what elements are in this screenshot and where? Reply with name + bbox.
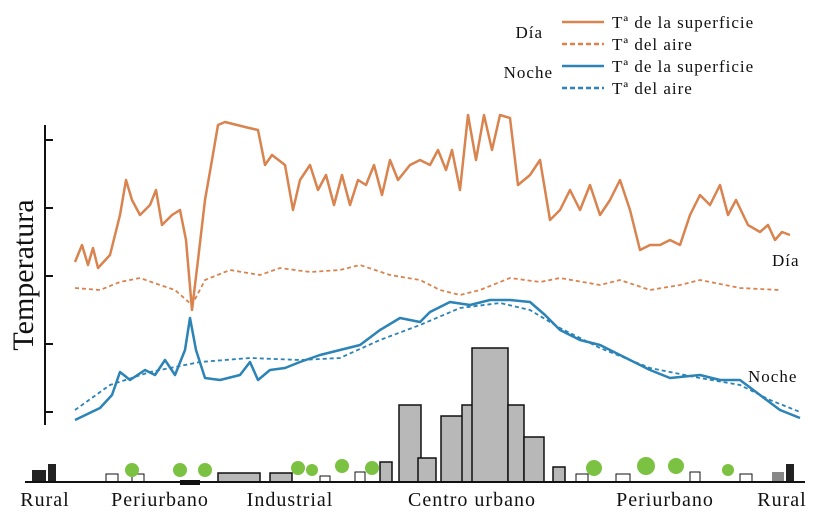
legend: Día Tª de la superficie Tª del aire Noch… <box>504 13 755 98</box>
zone-label: Periurbano <box>111 489 209 511</box>
zone-label: Rural <box>20 489 69 511</box>
legend-entry: Tª del aire <box>612 35 693 54</box>
y-axis-label: Temperatura <box>7 199 40 350</box>
legend-entry: Tª de la superficie <box>612 57 754 76</box>
zone-label: Periurbano <box>616 489 714 511</box>
curve-label-night: Noche <box>748 367 797 386</box>
day-air-curve <box>75 265 780 305</box>
legend-entry: Tª de la superficie <box>612 13 754 32</box>
legend-night-label: Noche <box>504 63 553 82</box>
curve-label-day: Día <box>772 251 800 270</box>
zone-label: Centro urbano <box>408 489 536 511</box>
diagram: Día Tª de la superficie Tª del aire Noch… <box>0 0 822 513</box>
zone-label: Rural <box>757 489 806 511</box>
landscape <box>25 348 805 485</box>
day-surface-curve <box>75 115 790 310</box>
zone-label: Industrial <box>247 489 334 511</box>
axis <box>45 125 53 425</box>
night-air-curve <box>75 303 800 412</box>
legend-day-label: Día <box>515 23 543 42</box>
legend-entry: Tª del aire <box>612 79 693 98</box>
